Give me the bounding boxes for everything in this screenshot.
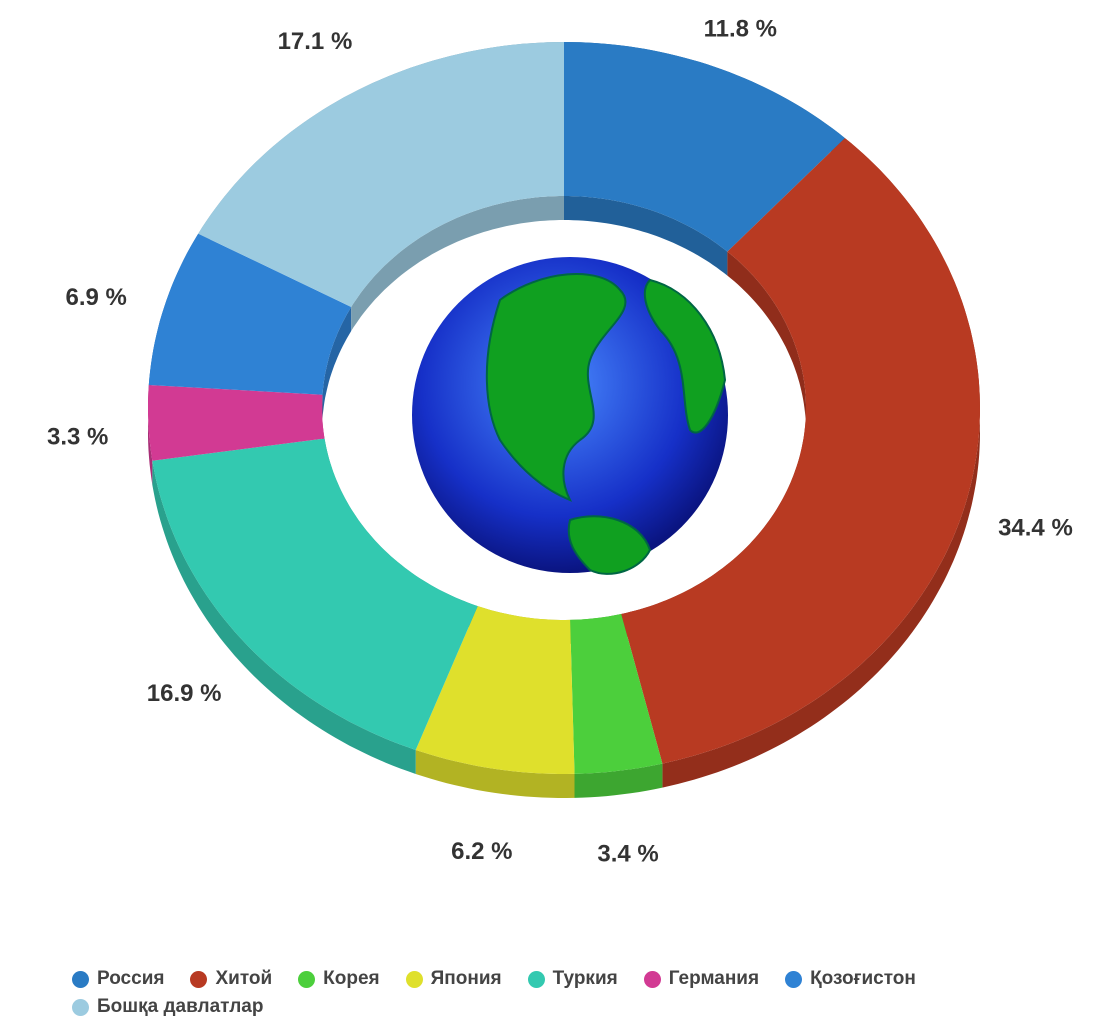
value-label: 3.4 % [597, 841, 658, 868]
legend-label: Германия [668, 968, 760, 989]
value-label: 16.9 % [147, 680, 222, 707]
legend-label: Бошқа давлатлар [97, 996, 264, 1017]
faces [148, 42, 980, 774]
legend: Россия Хитой Корея Япония Туркия Германия Қозо… [72, 968, 1082, 1018]
segment-side [662, 138, 980, 788]
legend-label: Корея [323, 968, 380, 989]
segment [564, 42, 845, 252]
legend-item: Россия [72, 968, 164, 990]
segment [152, 438, 478, 750]
globe-land [567, 515, 652, 575]
segment-side [574, 763, 663, 798]
legend-marker [643, 970, 661, 988]
legend-item: Япония [405, 968, 502, 990]
value-label: 6.2 % [451, 838, 512, 865]
segment-inner-side [322, 307, 352, 419]
legend-marker [527, 970, 545, 988]
legend-item: Қозоғистон [785, 968, 916, 990]
legend-marker [72, 998, 89, 1016]
legend-label: Туркия [552, 968, 618, 989]
segment [198, 42, 564, 307]
value-label: 3.3 % [47, 423, 108, 450]
value-label: 34.4 % [998, 515, 1073, 542]
legend-item: Корея [298, 968, 380, 990]
legend-label: Қозоғистон [810, 968, 916, 989]
segment-inner-side [351, 196, 564, 331]
segment [621, 138, 980, 764]
segment-side [148, 385, 153, 485]
segment-side [415, 750, 575, 798]
legend-marker [785, 970, 803, 988]
globe-land [643, 278, 727, 434]
legend-label: Япония [430, 968, 502, 989]
labels: 11.8 % 34.4 % 3.4 % 6.2 % 16.9 % 3.3 % 6.9 % 17… [47, 15, 1073, 867]
value-label: 6.9 % [65, 284, 126, 311]
legend-label: Хитой [215, 968, 273, 989]
segment-inner-side [564, 196, 728, 276]
globe [412, 257, 728, 575]
value-label: 11.8 % [704, 15, 777, 42]
legend-label: Россия [97, 968, 165, 989]
legend-item: Хитой [190, 968, 272, 990]
legend-item: Туркия [527, 968, 618, 990]
segment [148, 385, 325, 461]
legend-marker [405, 970, 423, 988]
globe-land [485, 273, 627, 502]
segment-side [152, 460, 416, 774]
segment [570, 614, 663, 774]
legend-item: Бошқа давлатлар [72, 996, 263, 1018]
segment [148, 233, 352, 395]
value-label: 17.1 % [278, 28, 353, 55]
legend-marker [190, 970, 208, 988]
segment [415, 606, 575, 774]
legend-marker [298, 970, 316, 988]
legend-marker [72, 970, 89, 988]
legend-item: Германия [643, 968, 760, 990]
